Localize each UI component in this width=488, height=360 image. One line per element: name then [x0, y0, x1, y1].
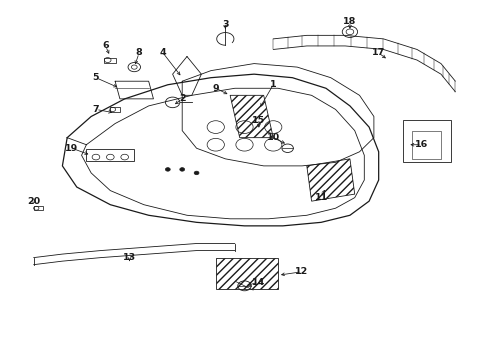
Text: 7: 7	[92, 105, 99, 114]
Text: 16: 16	[414, 140, 427, 149]
Text: 20: 20	[27, 197, 40, 206]
Bar	[86, 149, 134, 162]
Text: 5: 5	[93, 73, 99, 82]
Text: 18: 18	[343, 17, 356, 26]
Circle shape	[165, 168, 170, 171]
Text: 19: 19	[65, 144, 79, 153]
Text: 2: 2	[179, 94, 185, 103]
Text: 9: 9	[212, 84, 219, 93]
Text: 4: 4	[160, 49, 166, 58]
Text: 17: 17	[371, 49, 385, 58]
Text: 10: 10	[266, 133, 279, 142]
Text: 14: 14	[252, 278, 265, 287]
Text: 15: 15	[252, 116, 265, 125]
Text: 11: 11	[314, 193, 327, 202]
Bar	[34, 206, 43, 210]
Text: 3: 3	[222, 20, 228, 29]
Text: 13: 13	[122, 253, 136, 262]
Text: 12: 12	[295, 267, 308, 276]
Circle shape	[194, 171, 199, 175]
Text: 6: 6	[102, 41, 109, 50]
Bar	[110, 107, 120, 112]
Text: 1: 1	[269, 80, 276, 89]
Bar	[411, 131, 440, 159]
Bar	[104, 58, 116, 63]
Text: 8: 8	[135, 49, 142, 58]
Circle shape	[180, 168, 184, 171]
Bar	[402, 120, 449, 162]
